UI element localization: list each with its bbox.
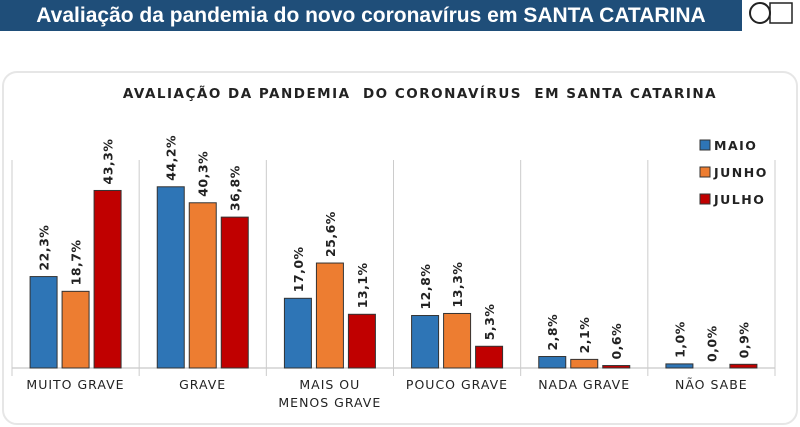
legend-label: JUNHO xyxy=(713,165,768,180)
value-label: 22,3% xyxy=(37,225,52,271)
bar xyxy=(283,297,312,369)
value-label: 12,8% xyxy=(418,264,433,310)
value-label: 0,6% xyxy=(609,323,624,360)
x-tick-label: NÃO SABE xyxy=(674,377,748,392)
bar xyxy=(475,345,504,369)
x-tick-label: MAIS OU MENOS GRAVE xyxy=(278,377,382,410)
chart-frame xyxy=(2,71,798,425)
x-tick-label: POUCO GRAVE xyxy=(405,377,509,392)
bar xyxy=(443,312,472,369)
logo xyxy=(749,2,793,24)
legend-label: MAIO xyxy=(714,138,757,153)
bar xyxy=(411,315,440,369)
value-label: 5,3% xyxy=(482,304,497,341)
value-label: 2,1% xyxy=(577,317,592,354)
bar xyxy=(29,276,58,369)
x-tick-label: MUITO GRAVE xyxy=(26,377,125,392)
value-label: 44,2% xyxy=(164,135,179,181)
value-label: 0,9% xyxy=(736,322,751,359)
bar xyxy=(602,365,631,369)
value-label: 0,0% xyxy=(704,325,719,362)
value-label: 36,8% xyxy=(228,165,243,211)
value-label: 1,0% xyxy=(672,321,687,358)
bar xyxy=(61,290,90,369)
bar xyxy=(729,363,758,369)
x-tick-label: GRAVE xyxy=(179,377,227,392)
bar xyxy=(156,186,185,369)
value-label: 2,8% xyxy=(545,314,560,351)
value-label: 43,3% xyxy=(101,139,116,185)
bar xyxy=(93,189,122,369)
value-label: 13,1% xyxy=(355,262,370,308)
value-label: 40,3% xyxy=(196,151,211,197)
value-label: 13,3% xyxy=(450,262,465,308)
bar xyxy=(347,313,376,369)
bar xyxy=(188,202,217,369)
bar xyxy=(665,363,694,369)
chart-title: AVALIAÇÃO DA PANDEMIA DO CORONAVÍRUS EM … xyxy=(123,85,717,102)
value-label: 18,7% xyxy=(69,239,84,285)
banner-title: Avaliação da pandemia do novo coronavíru… xyxy=(0,0,742,31)
bar xyxy=(220,216,249,369)
value-label: 25,6% xyxy=(323,211,338,257)
bar xyxy=(570,358,599,369)
legend-swatch xyxy=(699,166,711,178)
x-tick-label: NADA GRAVE xyxy=(538,377,631,392)
bar xyxy=(538,356,567,369)
bar xyxy=(315,262,344,369)
legend-swatch xyxy=(699,139,711,151)
legend-swatch xyxy=(699,193,711,205)
legend-label: JULHO xyxy=(713,192,765,207)
value-label: 17,0% xyxy=(291,246,306,292)
